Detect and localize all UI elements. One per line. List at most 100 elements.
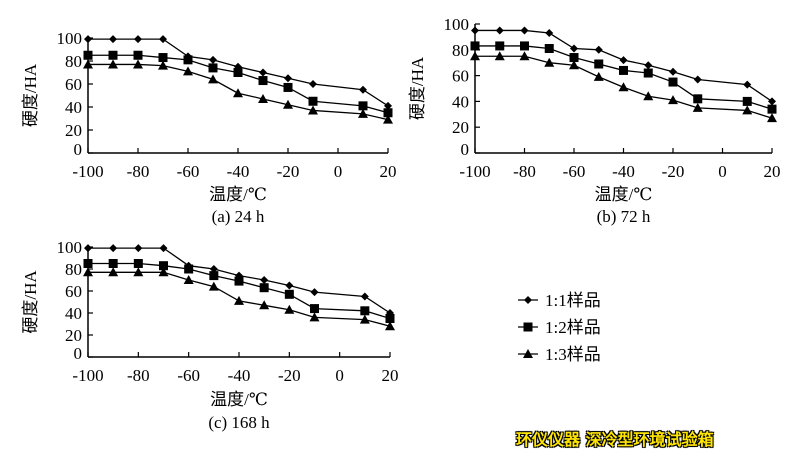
data-point (109, 244, 118, 253)
data-point (133, 59, 143, 69)
data-point (544, 57, 555, 67)
data-point (84, 35, 92, 44)
data-point (519, 51, 530, 61)
y-tick-label: 80 (452, 41, 469, 60)
data-point (108, 59, 118, 69)
data-point (309, 312, 320, 322)
data-point (284, 289, 294, 299)
data-point (283, 99, 293, 109)
panel-caption: (a) 24 h (212, 207, 265, 226)
chart-panel: -100 -80 -60 -40 -20 0 20020406080100温度/℃硬度/HA… (21, 29, 397, 226)
data-point (309, 80, 317, 88)
data-point (283, 82, 293, 92)
y-tick-label: 80 (65, 52, 82, 71)
data-point (767, 113, 777, 123)
data-point (470, 41, 480, 51)
data-point (619, 65, 628, 75)
data-point (569, 60, 579, 70)
x-tick-label: -20 (662, 162, 685, 181)
y-tick-label: 100 (57, 238, 83, 257)
data-point (495, 41, 505, 51)
y-tick-label: 40 (65, 98, 82, 117)
data-point (285, 281, 294, 290)
data-point (259, 68, 267, 77)
data-point (83, 59, 93, 69)
data-point (570, 44, 578, 53)
data-point (133, 259, 143, 268)
data-point (183, 55, 193, 65)
y-tick-label: 0 (74, 140, 83, 159)
data-point (308, 105, 318, 115)
data-point (593, 71, 604, 81)
data-point (209, 271, 219, 281)
legend-marker (523, 322, 533, 332)
x-tick-label: -20 (277, 162, 300, 181)
data-point (544, 44, 554, 54)
x-tick-label: 20 (380, 162, 397, 181)
data-point (284, 304, 295, 314)
data-point (471, 26, 479, 35)
data-point (284, 74, 292, 83)
data-point (359, 85, 367, 94)
x-tick-label: 20 (382, 366, 399, 385)
data-point (495, 26, 504, 35)
data-point (83, 50, 93, 60)
data-point (358, 101, 368, 111)
data-point (545, 29, 554, 38)
panel-caption: (c) 168 h (208, 413, 270, 432)
data-point (594, 59, 604, 69)
series-line (475, 45, 773, 110)
data-point (310, 304, 319, 314)
x-tick-label: -100 (72, 366, 103, 385)
data-point (668, 95, 678, 105)
data-point (234, 276, 244, 286)
x-tick-label: 0 (718, 162, 727, 181)
x-tick-label: -60 (177, 366, 200, 385)
y-tick-label: 0 (461, 140, 470, 159)
data-point (594, 45, 603, 54)
data-point (693, 94, 703, 104)
data-point (159, 35, 167, 44)
data-point (108, 267, 119, 277)
data-point (494, 51, 505, 61)
data-point (618, 82, 629, 92)
data-point (209, 265, 218, 273)
data-point (209, 55, 217, 64)
series-square (83, 50, 393, 118)
data-point (258, 76, 268, 86)
data-point (184, 264, 194, 274)
data-point (133, 267, 144, 277)
x-tick-label: -100 (72, 162, 103, 181)
x-tick-label: -40 (612, 162, 635, 181)
x-tick-label: -100 (459, 162, 490, 181)
y-tick-label: 40 (65, 304, 82, 323)
y-tick-label: 20 (452, 118, 469, 137)
data-point (360, 292, 369, 301)
x-tick-label: -20 (278, 366, 301, 385)
data-point (692, 102, 703, 112)
x-axis-label: 温度/℃ (210, 390, 268, 409)
data-point (108, 259, 118, 268)
y-tick-label: 60 (65, 282, 82, 301)
data-point (384, 101, 392, 110)
data-point (234, 295, 244, 305)
data-point (742, 105, 753, 115)
data-point (743, 80, 752, 89)
data-point (159, 261, 168, 271)
data-point (158, 267, 169, 277)
data-point (109, 35, 117, 44)
data-point (643, 68, 653, 78)
legend-marker (524, 296, 532, 304)
series-triangle (470, 51, 777, 123)
panel-caption: (b) 72 h (597, 207, 651, 226)
x-tick-label: -80 (127, 366, 150, 385)
x-tick-label: -40 (227, 162, 250, 181)
data-point (768, 97, 776, 106)
chart-panel: -100 -80 -60 -40 -20 0 20020406080100温度/℃硬度/HA… (21, 238, 399, 432)
data-point (669, 67, 677, 76)
data-point (83, 259, 93, 268)
data-point (385, 314, 395, 323)
series-line (88, 271, 391, 327)
x-tick-label: 0 (335, 366, 344, 385)
